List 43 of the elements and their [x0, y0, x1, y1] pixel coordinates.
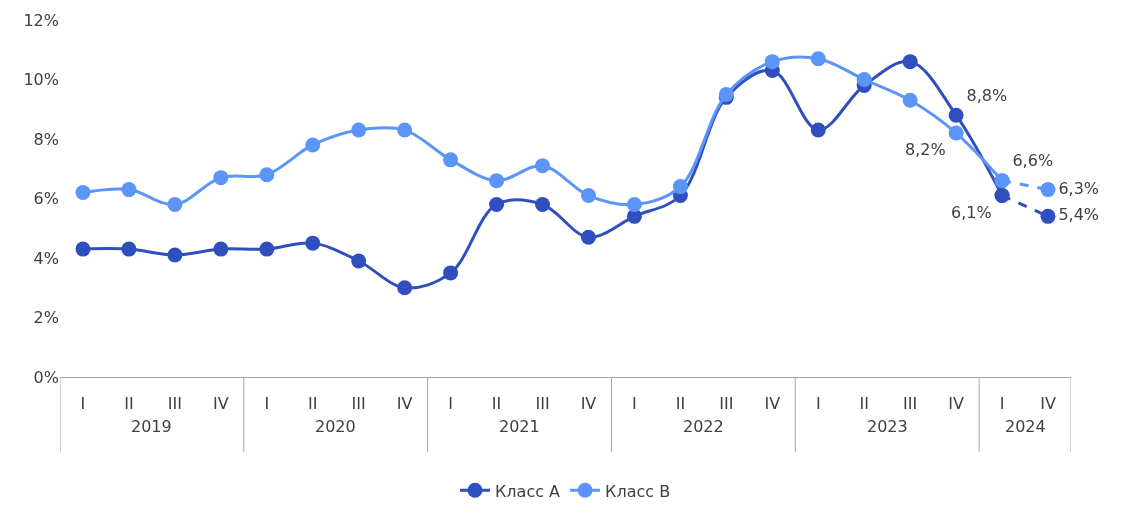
y-tick-label: 0%: [33, 367, 59, 387]
data-label: 6,6%: [1012, 151, 1054, 171]
x-tick-label: IV: [396, 394, 413, 414]
text: 2024: [1005, 417, 1046, 436]
text: 2022: [683, 417, 724, 436]
legend-label: Класс В: [605, 481, 671, 501]
y-tick-label: 10%: [23, 70, 59, 90]
text: 2021: [499, 417, 540, 436]
x-tick-label: III: [535, 394, 550, 414]
y-tick-label: 6%: [33, 189, 59, 209]
data-label: 8,8%: [966, 85, 1008, 105]
x-tick-label: I: [815, 394, 821, 414]
y-tick-label: 4%: [33, 248, 59, 268]
legend-label: Класс А: [495, 481, 561, 501]
text: 2019: [131, 417, 172, 436]
x-tick-label: III: [719, 394, 734, 414]
x-tick-label: II: [308, 394, 318, 414]
y-tick-label: 12%: [23, 10, 59, 30]
text: 2020: [315, 417, 356, 436]
data-label: 6,1%: [951, 202, 992, 222]
x-tick-label: I: [80, 394, 86, 414]
x-tick-label: II: [124, 394, 134, 414]
x-tick-label: III: [167, 394, 182, 414]
data-label: 8,2%: [905, 140, 946, 160]
data-label: 5,4%: [1058, 205, 1100, 225]
x-tick-label: I: [448, 394, 453, 414]
y-tick-label: 2%: [33, 308, 59, 328]
x-tick-label: I: [264, 394, 270, 414]
y-tick-label: 8%: [33, 129, 59, 149]
x-tick-label: III: [903, 394, 918, 414]
x-tick-label: IV: [764, 394, 781, 414]
x-tick-label: IV: [213, 394, 229, 414]
x-tick-label: II: [859, 394, 869, 414]
x-tick-label: II: [491, 394, 502, 414]
text: 2023: [867, 417, 908, 436]
x-tick-label: IV: [580, 394, 597, 414]
x-tick-label: I: [999, 394, 1005, 414]
x-tick-label: I: [632, 394, 637, 414]
x-tick-label: IV: [948, 394, 964, 414]
x-tick-label: IV: [1040, 394, 1056, 414]
data-label: 6,3%: [1058, 178, 1100, 198]
x-tick-label: III: [351, 394, 366, 414]
x-tick-label: II: [675, 394, 686, 414]
